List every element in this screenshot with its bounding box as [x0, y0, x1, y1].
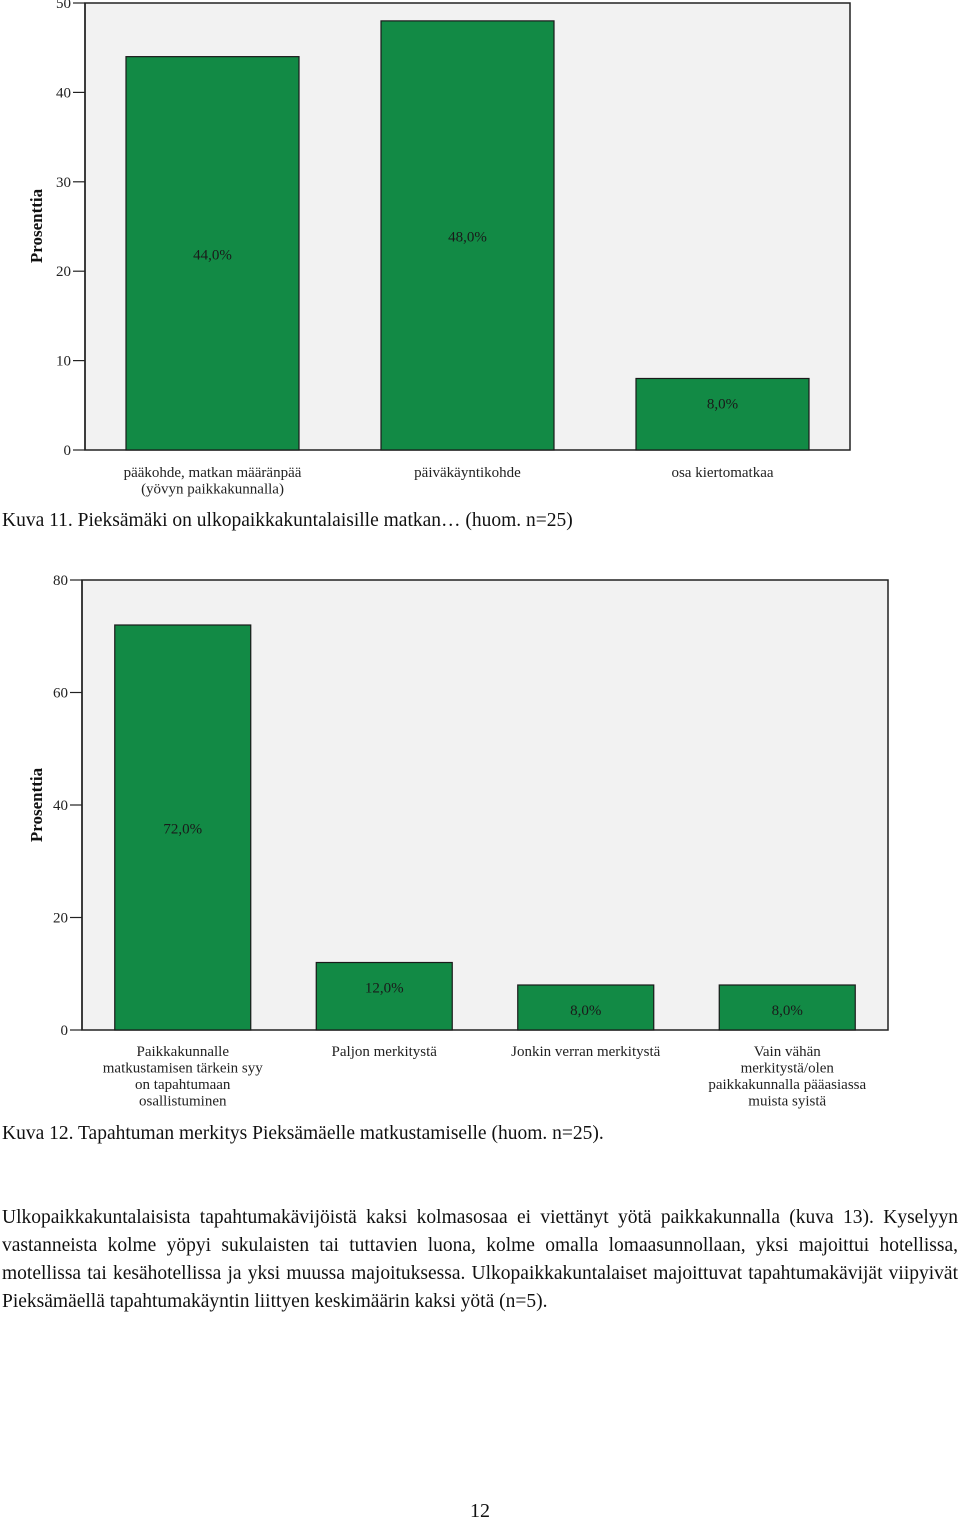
x-tick-label: on tapahtumaan [135, 1077, 231, 1093]
chart-kuva-12: 0 20 40 60 80 Prosenttia 72,0% Paikkakunnallema… [27, 573, 889, 1110]
x-tick-label: Jonkin verran merkitystä [511, 1044, 660, 1060]
x-tick-label: päiväkäyntikohde [414, 465, 521, 481]
y-tick-label: 40 [56, 85, 71, 101]
data-label: 72,0% [163, 822, 202, 838]
bar [635, 377, 810, 451]
x-tick-label: pääkohde, matkan määränpää [124, 465, 302, 481]
page-number: 12 [470, 1500, 490, 1522]
bar [380, 20, 555, 451]
bar [114, 624, 252, 1031]
bar [315, 961, 453, 1031]
data-label: 12,0% [365, 981, 404, 997]
y-tick-label: 20 [56, 264, 71, 280]
x-tick-label: Vain vähän [754, 1044, 822, 1060]
y-tick-label: 20 [53, 911, 68, 927]
y-tick-label: 60 [53, 686, 68, 702]
x-tick-label: matkustamisen tärkein syy [103, 1061, 263, 1077]
x-tick-label: osa kiertomatkaa [671, 465, 773, 481]
data-label: 48,0% [448, 229, 487, 245]
chart-kuva-11: 0 10 20 30 40 50 Prosenttia 44,0% pääkohde, matk… [27, 0, 851, 498]
figure-caption-12: Kuva 12. Tapahtuman merkitys Pieksämäell… [2, 1123, 604, 1144]
y-tick-label: 40 [53, 798, 68, 814]
y-tick-label: 30 [56, 175, 71, 191]
data-label: 8,0% [772, 1003, 803, 1019]
y-axis-title: Prosenttia [27, 767, 46, 842]
data-label: 44,0% [193, 247, 232, 263]
data-label: 8,0% [707, 396, 738, 412]
y-tick-label: 10 [56, 354, 71, 370]
x-tick-label: Paikkakunnalle [137, 1044, 230, 1060]
x-tick-label: Paljon merkitystä [332, 1044, 438, 1060]
x-tick-label: paikkakunnalla pääasiassa [708, 1077, 866, 1093]
bar [517, 984, 655, 1031]
y-tick-label: 80 [53, 573, 68, 589]
x-tick-label: muista syistä [748, 1094, 826, 1110]
body-paragraph: Ulkopaikkakuntalaisista tapahtumakävijöi… [2, 1207, 958, 1312]
y-tick-label: 0 [64, 443, 72, 459]
y-tick-label: 0 [61, 1023, 69, 1039]
x-tick-label: (yövyn paikkakunnalla) [141, 482, 284, 498]
bar [125, 56, 300, 451]
figure-caption-11: Kuva 11. Pieksämäki on ulkopaikkakuntala… [2, 510, 573, 531]
y-axis-title: Prosenttia [27, 188, 46, 263]
y-tick-label: 50 [56, 0, 71, 12]
bar [718, 984, 856, 1031]
data-label: 8,0% [570, 1003, 601, 1019]
x-tick-label: osallistuminen [139, 1094, 227, 1110]
x-tick-label: merkitystä/olen [741, 1061, 835, 1077]
